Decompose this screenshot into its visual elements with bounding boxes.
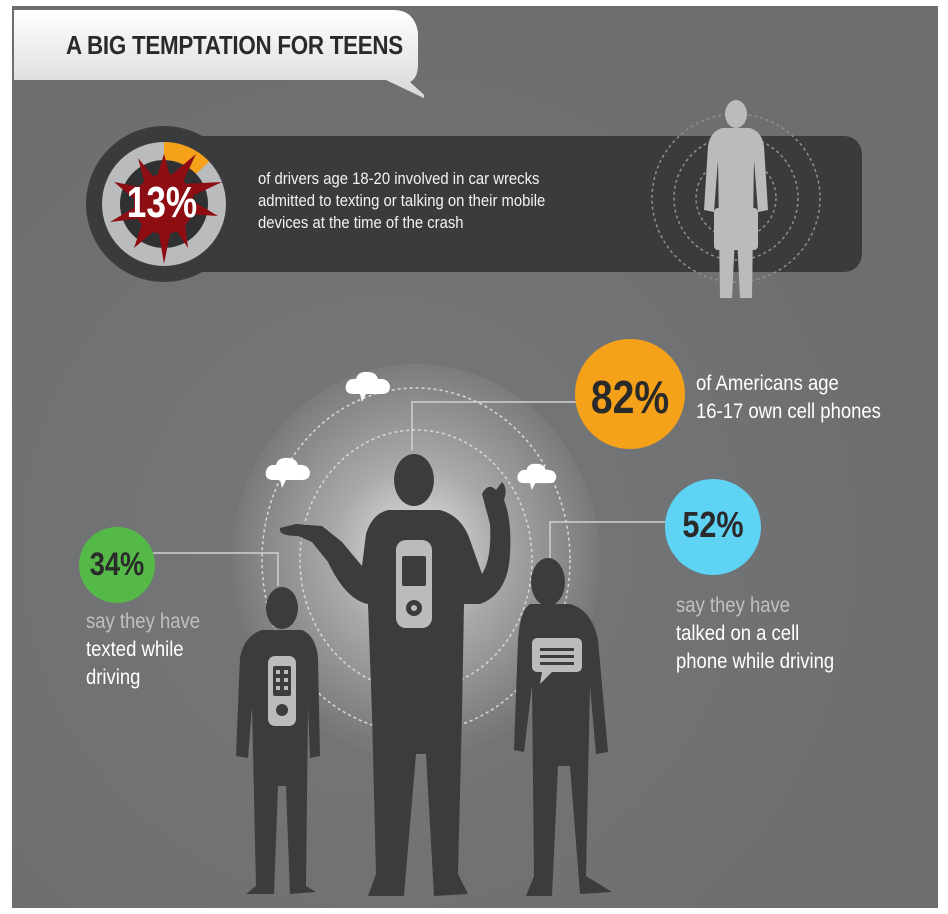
standing-man-figure bbox=[651, 100, 821, 298]
right-teen-figure bbox=[514, 558, 612, 896]
own-phones-value: 82% bbox=[590, 371, 670, 423]
left-teen-figure bbox=[236, 587, 320, 894]
texted-description: say they have texted while driving bbox=[86, 608, 200, 692]
own-phones-circle bbox=[575, 339, 685, 449]
texted-line: texted while bbox=[86, 638, 184, 661]
title-banner bbox=[14, 10, 424, 99]
talked-circle bbox=[665, 479, 761, 575]
own-phones-line: 16-17 own cell phones bbox=[696, 400, 881, 423]
cell-phone-icon bbox=[268, 656, 296, 726]
crash-stat-line: of drivers age 18-20 involved in car wre… bbox=[258, 170, 540, 188]
talked-description: say they have talked on a cell phone whi… bbox=[676, 592, 834, 676]
cloud-speech-icon bbox=[517, 463, 557, 491]
crash-percent-value: 13% bbox=[126, 178, 198, 227]
talked-muted-line: say they have bbox=[676, 594, 791, 617]
texted-muted-line: say they have bbox=[86, 610, 201, 633]
cell-phone-icon bbox=[396, 540, 432, 628]
crash-stat-description: of drivers age 18-20 involved in car wre… bbox=[258, 168, 600, 234]
texted-circle bbox=[79, 527, 155, 603]
page-title: A BIG TEMPTATION FOR TEENS bbox=[66, 30, 403, 60]
own-phones-description: of Americans age 16-17 own cell phones bbox=[696, 370, 881, 426]
donut-slice bbox=[163, 142, 210, 175]
texted-line: driving bbox=[86, 666, 141, 689]
talked-line: phone while driving bbox=[676, 650, 835, 673]
crash-stat-line: devices at the time of the crash bbox=[258, 214, 464, 232]
texted-value: 34% bbox=[89, 546, 145, 582]
crash-stat-line: admitted to texting or talking on their … bbox=[258, 192, 546, 210]
talked-value: 52% bbox=[682, 504, 744, 545]
talked-line: talked on a cell bbox=[676, 622, 800, 645]
chat-message-icon bbox=[532, 638, 582, 684]
center-man-figure bbox=[279, 454, 511, 896]
cloud-speech-icon bbox=[345, 371, 390, 402]
own-phones-line: of Americans age bbox=[696, 372, 839, 395]
crash-percent-donut bbox=[86, 126, 242, 282]
cloud-speech-icon bbox=[265, 457, 310, 488]
